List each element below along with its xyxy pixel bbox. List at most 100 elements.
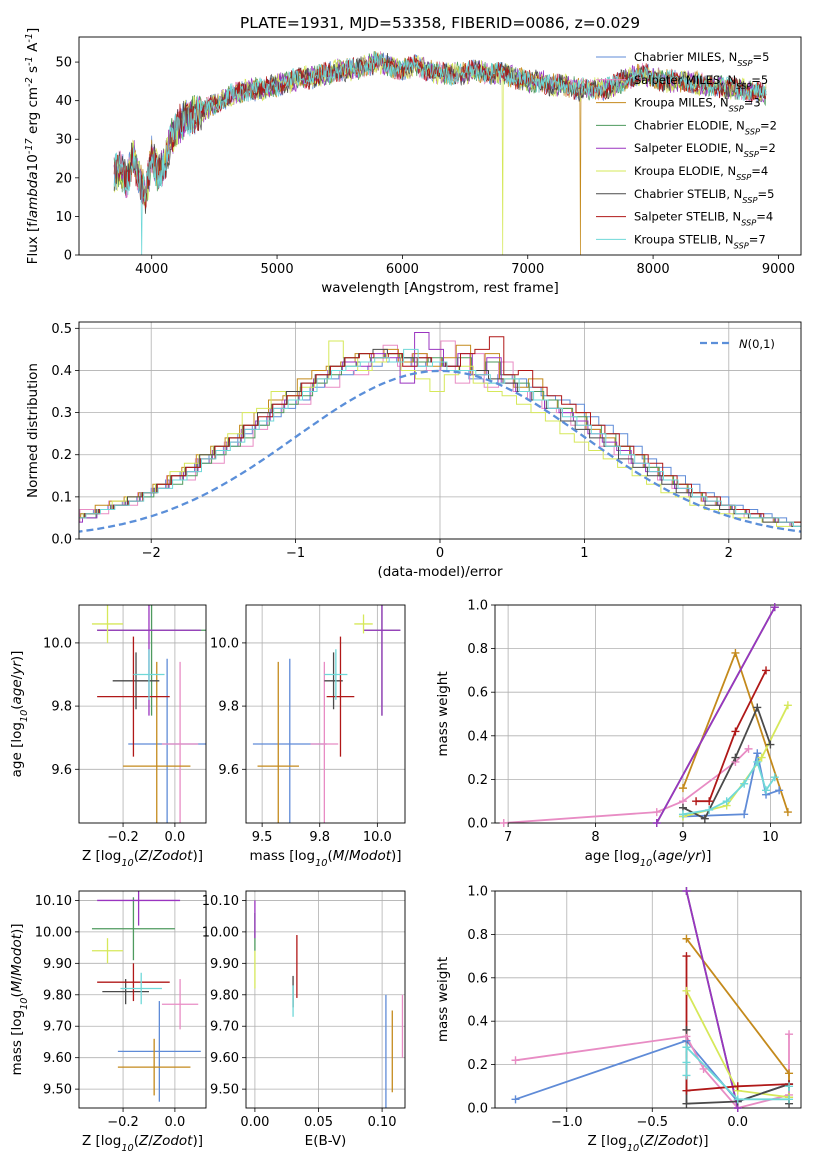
weight-marker [775,786,784,795]
y-tick-label: 9.8 [51,700,72,715]
x-tick-label: 5000 [261,262,294,277]
x-tick-label: 6000 [386,262,419,277]
axes-frame [245,604,406,824]
histogram-step [79,348,801,527]
histogram-step [79,332,801,527]
x-tick-label: 8 [591,830,599,845]
x-axis-label: Z [log10(Z/Zodot)] [587,1133,708,1154]
x-tick-label: 10 [762,830,779,845]
x-tick-label: −2 [142,546,161,561]
legend-label: Chabrier STELIB, NSSP=5 [634,187,774,205]
weight-marker [753,703,762,712]
weight-marker [785,1082,794,1091]
panel-5: 7 8 9 10 0.0 0.2 0.4 0.6 0.8 1.0 age [log10(age/yr… [435,599,802,869]
weight-marker [705,805,714,814]
weight-marker [762,666,771,675]
y-tick-label: 0.3 [51,406,72,421]
y-tick-label: 50 [55,56,72,71]
weight-marker [753,757,762,766]
y-tick-label: 20 [55,171,72,186]
legend-label: Kroupa STELIB, NSSP=7 [634,232,766,250]
x-tick-label: 9000 [762,262,795,277]
y-tick-label: 9.60 [210,1051,239,1066]
x-tick-label: 1 [580,546,588,561]
y-tick-label: 9.50 [210,1083,239,1098]
weight-marker [785,1030,794,1039]
plot-area [91,605,206,823]
y-tick-label: 0 [64,249,72,264]
legend-label: Chabrier MILES, NSSP=5 [634,50,769,68]
weight-line [685,891,739,1108]
histogram-step [79,357,801,523]
legend-label: Salpeter MILES, NSSP=5 [634,73,768,91]
histogram-step [79,353,801,523]
legend: Chabrier MILES, NSSP=5 Salpeter MILES, NS… [596,50,777,250]
y-axis-label: Normed distribution [25,363,41,498]
y-tick-label: 0.5 [51,322,72,337]
legend-label: Salpeter ELODIE, NSSP=2 [634,141,776,159]
weight-marker [692,797,701,806]
weight-marker [766,740,775,749]
y-tick-label: 9.6 [51,763,72,778]
panel-8: −1.0 −0.5 0.0 0.0 0.2 0.4 0.6 0.8 1.0 Z [log10(Z/… [435,885,802,1154]
y-tick-label: 0.2 [467,1058,488,1073]
plot-area [79,332,801,533]
x-tick-label: −1.0 [551,1115,583,1130]
histogram-step [79,348,801,527]
weight-marker [652,808,661,817]
axes-frame [494,604,802,824]
y-tick-label: 9.80 [210,988,239,1003]
weight-marker [682,1071,691,1080]
x-tick-label: 0.0 [165,1115,186,1130]
weight-marker [733,1082,742,1091]
y-tick-label: 1.0 [467,599,488,614]
y-tick-label: 9.6 [218,763,239,778]
x-tick-label: 0.05 [304,1115,333,1130]
weight-line [655,606,776,823]
y-tick-label: 9.80 [43,988,72,1003]
weight-marker [652,819,661,827]
y-tick-label: 0.0 [467,817,488,832]
plot-area [252,605,401,823]
weight-marker [682,1043,691,1052]
weight-marker [783,701,792,710]
histogram-step [79,344,801,523]
y-tick-label: 10.00 [202,925,239,940]
y-axis-label: Flux [flambda10-17 erg cm-2 s-1 A-1] [24,28,42,265]
weight-marker [783,808,792,817]
weight-marker [753,749,762,758]
weight-marker [731,727,740,736]
y-tick-label: 10 [55,210,72,225]
weight-marker [682,1058,691,1067]
x-tick-label: −0.2 [107,830,139,845]
panel-1: 4000 5000 6000 7000 8000 9000 0 10 20 30 40 50 wavel… [24,28,802,296]
plot-area [113,51,767,255]
weight-marker [785,1069,794,1078]
plot-area [515,891,790,1108]
panel-2: −2 −1 0 1 2 0.0 0.1 0.2 0.3 0.4 0.5 (data-model)/er… [25,321,802,580]
histogram-step [79,336,801,523]
y-tick-label: 0.4 [51,364,72,379]
y-tick-label: 9.8 [218,700,239,715]
x-tick-label: 2 [725,546,733,561]
y-axis-label: age [log10(age/yr)] [9,651,30,778]
weight-marker [740,810,749,819]
weight-line [503,748,750,823]
weight-marker [770,603,779,612]
y-tick-label: 0.1 [51,490,72,505]
axes-frame [494,890,802,1109]
weight-marker [740,779,749,788]
weight-marker [744,744,753,753]
weight-marker [722,797,731,806]
weight-marker [678,810,687,819]
y-axis-label: mass [log10(M/Modot)] [9,923,30,1075]
y-axis-label: mass weight [435,957,451,1042]
y-tick-label: 0.4 [467,729,488,744]
x-tick-label: 8000 [637,262,670,277]
y-tick-label: 1.0 [467,885,488,900]
y-tick-label: 40 [55,94,72,109]
axes-frame [78,604,207,824]
legend-label: Kroupa ELODIE, NSSP=4 [634,164,768,182]
weight-line [685,956,790,1092]
